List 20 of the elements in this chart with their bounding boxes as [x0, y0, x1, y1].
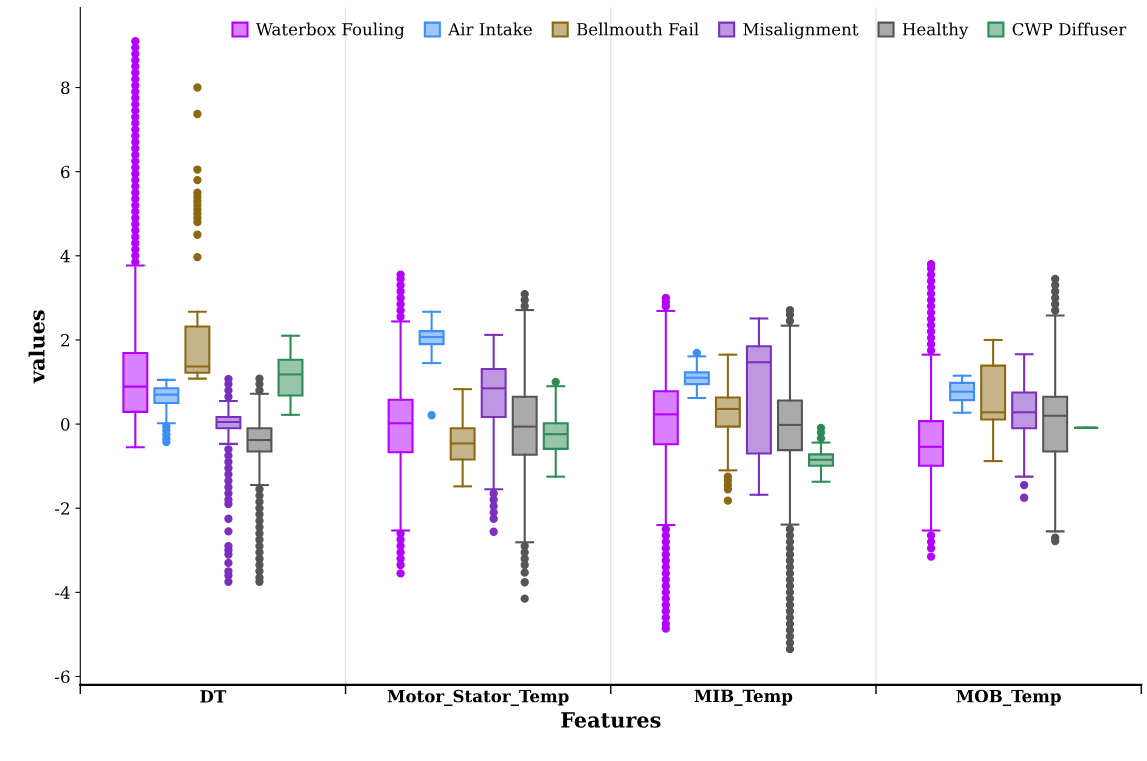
legend-label: Healthy: [902, 22, 969, 39]
x-tick-label: MOB_Temp: [956, 689, 1061, 707]
y-tick-label: 8: [61, 81, 70, 95]
legend-label: CWP Diffuser: [1012, 22, 1127, 36]
y-tick-label: 6: [61, 165, 70, 179]
legend-label: Waterbox Fouling: [255, 22, 405, 39]
y-tick-label: -4: [55, 586, 70, 599]
legend-label: Bellmouth Fail: [576, 22, 699, 36]
y-axis-title: values: [28, 310, 45, 384]
legend-label: Misalignment: [743, 22, 859, 39]
legend-label: Air Intake: [448, 22, 532, 36]
y-tick-label: 2: [61, 333, 69, 347]
y-tick-label: -6: [55, 670, 70, 684]
x-tick-label: DT: [200, 690, 227, 703]
x-tick-label: MIB_Temp: [694, 689, 793, 706]
y-tick-label: 0: [61, 418, 70, 431]
y-tick-label: -2: [55, 502, 69, 515]
x-tick-label: Motor_Stator_Temp: [387, 689, 569, 707]
y-tick-label: 4: [60, 249, 70, 263]
x-axis-title: Features: [561, 712, 661, 728]
